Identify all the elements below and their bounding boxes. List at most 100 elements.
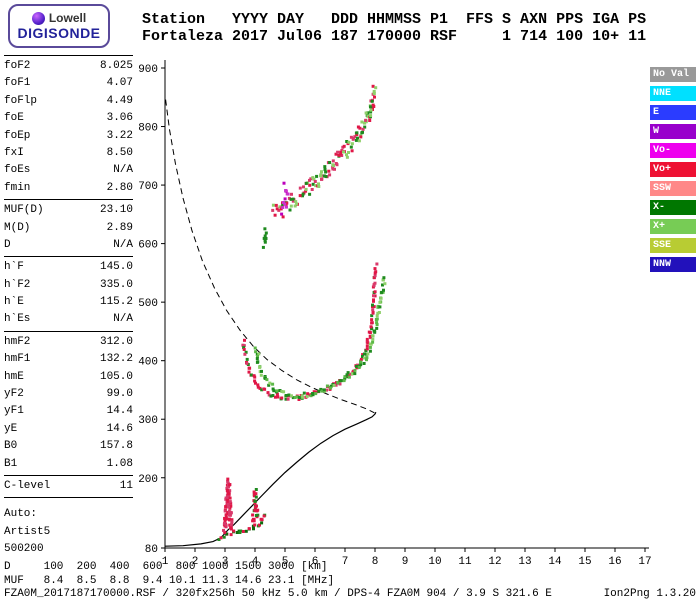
param-value: 335.0 [99, 278, 133, 291]
echo-dot [261, 245, 265, 249]
echo-dot [227, 492, 231, 496]
param-row-fmin: fmin 2.80 [4, 180, 133, 197]
echo-dot [278, 205, 282, 209]
param-label: h`F [4, 261, 24, 274]
echo-dot [349, 135, 353, 139]
echo-dot [315, 174, 319, 178]
echo-dot [370, 321, 374, 325]
echo-dot [362, 352, 366, 356]
echo-dot [368, 331, 372, 335]
echo-dot [291, 197, 295, 201]
echo-dot [311, 182, 315, 186]
echo-dot [312, 177, 316, 181]
echo-dot [301, 194, 304, 198]
echo-dot [300, 394, 304, 398]
echo-dot [276, 395, 280, 399]
echo-dot [375, 262, 379, 266]
echo-dot [329, 386, 333, 390]
legend-item-nnw: NNW [650, 257, 696, 272]
x-tick-label: 4 [252, 556, 259, 568]
echo-dot [230, 518, 234, 522]
echo-dot [374, 86, 378, 90]
echo-dot [349, 145, 353, 149]
echo-dot [320, 389, 324, 393]
echo-dot [345, 373, 349, 377]
echo-dot [361, 355, 364, 358]
panel-footer-line: 500200 [4, 543, 44, 556]
echo-dot [357, 139, 361, 143]
echo-dot [256, 385, 260, 389]
echo-dot [373, 329, 377, 333]
x-tick-label: 13 [518, 556, 531, 568]
echo-dot [336, 380, 340, 384]
echo-dot [277, 208, 281, 212]
param-row-foE: foE 3.06 [4, 110, 133, 127]
echo-dot [376, 311, 380, 315]
echo-dot [350, 142, 354, 146]
echo-dot [271, 203, 275, 207]
echo-dot [322, 388, 326, 392]
echo-dot [224, 513, 228, 517]
echo-dot [222, 528, 225, 532]
param-row-h`E: h`E 115.2 [4, 294, 133, 311]
echo-dot [229, 533, 233, 537]
echo-dot [302, 391, 306, 395]
echo-dot [380, 290, 384, 294]
echo-dot [228, 483, 232, 487]
echo-dot [375, 323, 379, 327]
echo-dot [372, 305, 376, 309]
echo-dot [256, 360, 260, 364]
echo-dot [267, 393, 271, 397]
echo-dot [262, 514, 266, 518]
param-value: 157.8 [99, 440, 133, 453]
echo-dot [375, 317, 379, 321]
param-value: 105.0 [99, 370, 133, 383]
echo-dot [334, 152, 338, 156]
echo-dot [371, 84, 375, 88]
echo-dot [359, 135, 363, 139]
echo-dot [353, 135, 357, 139]
logo-top-row: Lowell [31, 11, 86, 25]
echo-dot [312, 390, 316, 394]
param-row-fxI: fxI 8.50 [4, 145, 133, 162]
echo-dot [264, 237, 268, 240]
echo-dot [373, 271, 377, 275]
echo-dot [253, 508, 257, 512]
legend-item-ssw: SSW [650, 181, 696, 196]
echo-dot [314, 390, 318, 394]
echo-dot [350, 149, 354, 153]
echo-dot [362, 121, 366, 125]
echo-dot [372, 284, 376, 288]
echo-dot [241, 530, 245, 533]
echo-dot [297, 396, 301, 399]
echo-dot [370, 99, 374, 103]
dmuf-row-muf: MUF 8.4 8.5 8.8 9.4 10.1 11.3 14.6 23.1 … [4, 574, 335, 587]
echo-dot [228, 513, 232, 517]
echo-dot [253, 375, 257, 379]
echo-dot [342, 379, 346, 383]
echo-dot [337, 153, 341, 157]
echo-dot [328, 173, 332, 177]
legend-item-no-val: No Val [650, 67, 696, 82]
echo-dot [345, 155, 349, 159]
echo-dot [295, 395, 299, 399]
parameter-group: C-level 11 [4, 476, 133, 499]
echo-dot [368, 342, 372, 346]
echo-dot [284, 189, 288, 192]
echo-dot [252, 518, 256, 521]
param-label: h`Es [4, 313, 31, 326]
param-label: D [4, 238, 11, 251]
echo-dot [355, 364, 358, 368]
echo-dot [373, 267, 377, 271]
echo-dot [347, 375, 351, 379]
echo-dot [372, 92, 376, 95]
echo-dot [301, 192, 305, 196]
param-row-D: D N/A [4, 237, 133, 254]
globe-icon [31, 11, 45, 25]
echo-dot [311, 393, 315, 397]
echo-dot [362, 362, 366, 365]
param-value: 3.06 [106, 112, 133, 125]
echo-dot [254, 505, 257, 509]
echo-dot [322, 174, 326, 178]
echo-dot [378, 305, 382, 309]
